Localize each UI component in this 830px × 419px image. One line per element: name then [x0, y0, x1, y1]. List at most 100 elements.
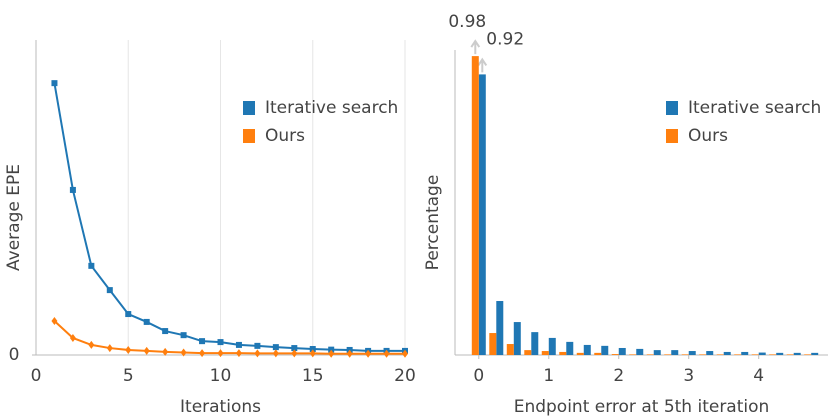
bar [506, 344, 514, 355]
legend-label: Ours [688, 126, 728, 146]
marker [235, 341, 242, 348]
marker [272, 344, 279, 351]
bar [734, 354, 742, 355]
marker [143, 318, 150, 325]
marker [309, 346, 316, 353]
bar [566, 341, 574, 355]
bar [776, 352, 784, 355]
marker [254, 342, 261, 349]
bar [524, 350, 532, 355]
legend-swatch [666, 129, 678, 143]
marker [217, 339, 224, 346]
marker [51, 316, 58, 325]
marker [291, 349, 298, 358]
line [53, 320, 405, 355]
bar [601, 345, 609, 355]
bar [471, 56, 479, 355]
x-axis-label: Iterations [180, 397, 261, 417]
bar [664, 354, 672, 355]
marker [402, 349, 408, 358]
marker [328, 349, 335, 358]
line [53, 82, 405, 352]
marker [291, 345, 298, 352]
marker [346, 349, 353, 358]
bar [741, 351, 749, 355]
x-tick-label: 2 [613, 366, 624, 386]
bar [804, 354, 812, 355]
bar [541, 351, 549, 355]
x-axis-label: Endpoint error at 5th iteration [514, 397, 770, 417]
marker [254, 349, 261, 358]
bar [489, 333, 497, 355]
marker [162, 347, 169, 356]
bar [559, 351, 567, 355]
marker [88, 340, 95, 349]
marker [51, 80, 58, 87]
marker [365, 349, 372, 358]
bar [618, 347, 626, 355]
x-tick-label: 5 [123, 366, 134, 386]
bar [594, 352, 602, 355]
x-tick-label: 4 [753, 366, 764, 386]
x-tick-label: 0 [31, 366, 42, 386]
marker [125, 345, 132, 354]
marker [69, 333, 76, 342]
bar [646, 354, 654, 355]
bar [583, 344, 591, 355]
x-tick-label: 0 [473, 366, 484, 386]
marker [69, 186, 76, 193]
y-tick-label: 0 [9, 345, 20, 365]
legend-label: Iterative search [688, 98, 821, 118]
y-axis-label: Average EPE [4, 164, 24, 271]
bar [811, 352, 819, 355]
legend-label: Iterative search [265, 98, 398, 118]
bar [496, 301, 504, 355]
bar [478, 74, 486, 356]
bar [653, 350, 661, 355]
bar [723, 351, 731, 355]
bar [716, 354, 724, 355]
bar [706, 351, 714, 355]
bar [688, 351, 696, 355]
marker [106, 287, 113, 294]
marker [235, 349, 242, 358]
data-label: 0.92 [486, 29, 524, 49]
x-tick-label: 10 [210, 366, 232, 386]
bar [513, 322, 521, 355]
marker [199, 349, 206, 358]
marker [143, 346, 150, 355]
legend-swatch [243, 101, 255, 115]
label-arrow [477, 57, 488, 73]
data-label: 0.98 [448, 12, 486, 32]
bar [751, 354, 759, 355]
marker [217, 349, 224, 358]
x-tick-label: 20 [394, 366, 416, 386]
x-tick-label: 1 [543, 366, 554, 386]
marker [309, 349, 316, 358]
marker [328, 346, 335, 353]
marker [88, 262, 95, 269]
bar [699, 354, 707, 355]
bar [531, 332, 539, 355]
bar [786, 354, 794, 355]
bar [671, 350, 679, 355]
bar [793, 352, 801, 355]
marker [272, 349, 279, 358]
legend-swatch [243, 129, 255, 143]
bar [611, 354, 619, 355]
marker [125, 311, 132, 318]
marker [162, 328, 169, 335]
label-arrow [470, 39, 481, 55]
legend-label: Ours [265, 126, 305, 146]
marker [106, 344, 113, 353]
legend-swatch [666, 101, 678, 115]
y-axis-label: Percentage [423, 175, 443, 271]
marker [180, 332, 187, 339]
bar [629, 354, 637, 355]
x-tick-label: 15 [302, 366, 324, 386]
bar [576, 352, 584, 355]
bar [548, 337, 556, 355]
x-tick-label: 3 [683, 366, 694, 386]
marker [383, 349, 390, 358]
